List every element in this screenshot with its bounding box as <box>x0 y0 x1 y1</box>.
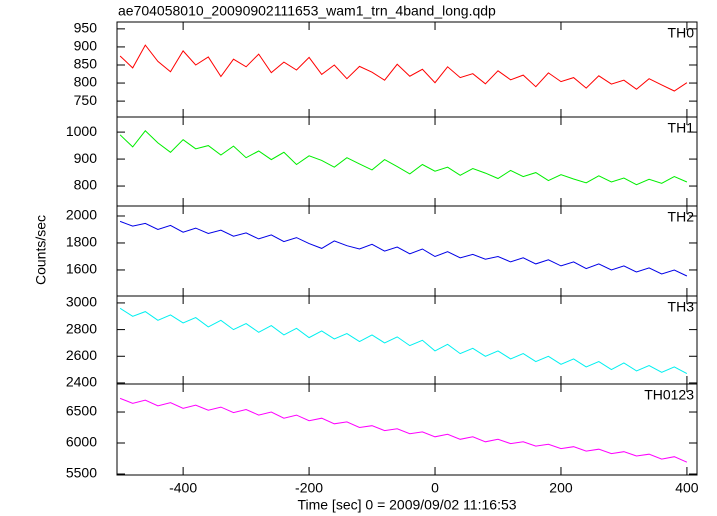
panel-frame <box>116 205 698 297</box>
data-line <box>119 220 688 277</box>
chart-title: ae704058010_20090902111653_wam1_trn_4ban… <box>118 3 496 19</box>
y-tick-label: 3000 <box>66 294 97 310</box>
data-line <box>119 397 688 463</box>
panel-frame <box>116 383 698 476</box>
y-tick-label: 6000 <box>66 434 97 450</box>
y-tick-label: 900 <box>74 38 98 54</box>
y-tick-label: 1000 <box>66 123 97 139</box>
x-tick-label: -200 <box>295 480 323 496</box>
data-line <box>119 130 688 186</box>
y-tick-label: 800 <box>74 74 98 90</box>
x-tick-label: 0 <box>431 480 439 496</box>
data-line <box>119 307 688 375</box>
y-tick-label: 900 <box>74 150 98 166</box>
y-tick-label: 850 <box>74 56 98 72</box>
y-tick-label: 1800 <box>66 234 97 250</box>
panel-label: TH3 <box>668 299 695 315</box>
panel-frame <box>116 295 698 385</box>
panel-frame <box>116 21 698 118</box>
panel-label: TH1 <box>668 120 695 136</box>
y-tick-label: 800 <box>74 177 98 193</box>
y-tick-label: 2800 <box>66 320 97 336</box>
y-axis-label: Counts/sec <box>33 215 49 285</box>
panel-label: TH2 <box>668 209 695 225</box>
panel-frame <box>116 116 698 207</box>
x-tick-label: 200 <box>549 480 573 496</box>
x-tick-label: -400 <box>169 480 197 496</box>
x-tick-label: 400 <box>675 480 699 496</box>
y-tick-label: 5500 <box>66 465 97 481</box>
y-tick-label: 2000 <box>66 207 97 223</box>
panel-label: TH0 <box>668 25 695 41</box>
panel-label: TH0123 <box>644 387 694 403</box>
y-tick-label: 750 <box>74 92 98 108</box>
data-line <box>119 44 688 92</box>
y-tick-label: 1600 <box>66 261 97 277</box>
y-tick-label: 2600 <box>66 347 97 363</box>
y-tick-label: 2400 <box>66 374 97 390</box>
x-axis-label: Time [sec] 0 = 2009/09/02 11:16:53 <box>297 497 516 513</box>
y-tick-label: 6500 <box>66 403 97 419</box>
y-tick-label: 950 <box>74 20 98 36</box>
